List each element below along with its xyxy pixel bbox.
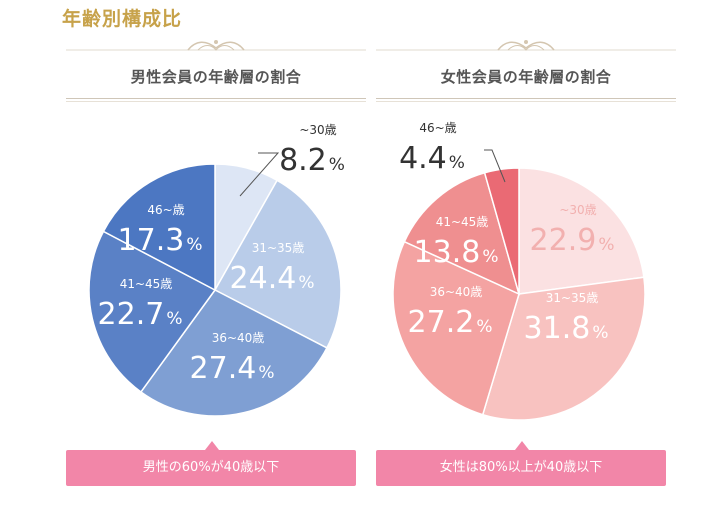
female-panel-header: 女性会員の年齢層の割合 — [376, 36, 676, 106]
slice-category-label: 36~40歳 — [430, 285, 483, 299]
slice-category-label: ~30歳 — [299, 123, 336, 137]
male-panel-header: 男性会員の年齢層の割合 — [66, 36, 366, 106]
pie-slice — [481, 276, 646, 421]
divider — [66, 101, 366, 102]
divider — [376, 98, 676, 99]
slice-category-label: 36~40歳 — [212, 331, 265, 345]
slice-category-label: 31~35歳 — [546, 291, 599, 305]
ornament-icon — [66, 40, 366, 51]
pie-slice — [403, 171, 521, 296]
pie-slice — [518, 167, 645, 295]
leader-line — [484, 149, 506, 183]
slice-category-label: 46~歳 — [419, 121, 456, 135]
slice-value-label: 8.2% — [279, 143, 345, 178]
pie-slice — [392, 240, 520, 416]
female-summary-note: 女性は80%以上が40歳以下 — [376, 441, 666, 486]
ornament-icon — [376, 40, 676, 51]
slice-value-label: 4.4% — [399, 141, 465, 176]
slice-category-label: 41~45歳 — [120, 277, 173, 291]
pie-slice — [102, 163, 216, 292]
pie-slice — [139, 289, 328, 417]
slice-category-label: 41~45歳 — [436, 215, 489, 229]
pie-slice — [483, 167, 520, 295]
page-title: 年齢別構成比 — [62, 8, 183, 30]
divider — [66, 98, 366, 99]
slice-category-label: 31~35歳 — [252, 241, 305, 255]
male-summary-note: 男性の60%が40歳以下 — [66, 441, 356, 486]
leader-line — [239, 152, 280, 197]
divider — [376, 101, 676, 102]
male-chart-title: 男性会員の年齢層の割合 — [130, 68, 302, 86]
pie-slice — [88, 230, 217, 393]
slice-category-label: ~30歳 — [559, 203, 596, 217]
slice-category-label: 46~歳 — [147, 203, 184, 217]
female-chart-title: 女性会員の年齢層の割合 — [440, 68, 612, 86]
